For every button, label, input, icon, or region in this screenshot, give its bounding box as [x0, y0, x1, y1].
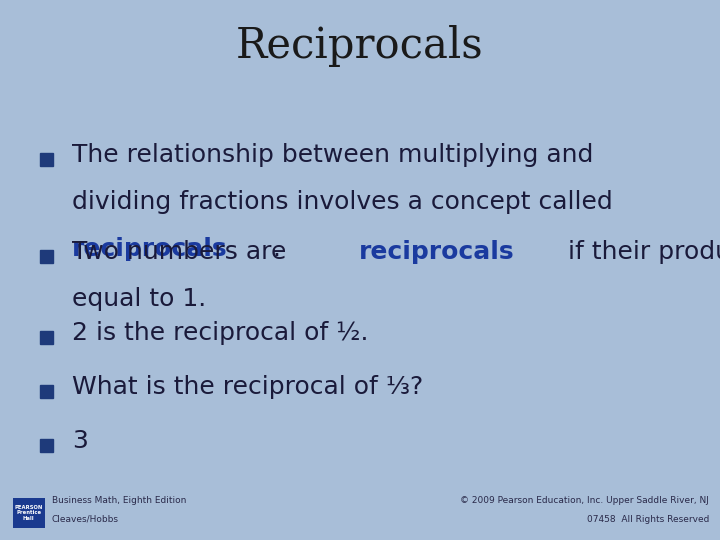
Text: © 2009 Pearson Education, Inc. Upper Saddle River, NJ: © 2009 Pearson Education, Inc. Upper Sad… — [460, 496, 709, 505]
Text: What is the reciprocal of ⅓?: What is the reciprocal of ⅓? — [72, 375, 423, 399]
Text: .: . — [273, 237, 281, 261]
Text: 3: 3 — [72, 429, 88, 453]
Text: Business Math, Eighth Edition: Business Math, Eighth Edition — [52, 496, 186, 505]
Bar — [40, 386, 53, 399]
Text: The relationship between multiplying and: The relationship between multiplying and — [72, 143, 593, 167]
Bar — [13, 498, 45, 528]
Text: 2 is the reciprocal of ½.: 2 is the reciprocal of ½. — [72, 321, 369, 345]
Text: Cleaves/Hobbs: Cleaves/Hobbs — [52, 515, 119, 524]
Text: dividing fractions involves a concept called: dividing fractions involves a concept ca… — [72, 190, 613, 214]
Text: Two numbers are: Two numbers are — [72, 240, 294, 264]
Text: Reciprocals: Reciprocals — [236, 25, 484, 67]
Text: PEARSON
Prentice
Hall: PEARSON Prentice Hall — [14, 505, 43, 521]
Bar — [40, 440, 53, 453]
Text: equal to 1.: equal to 1. — [72, 287, 206, 312]
Text: 07458  All Rights Reserved: 07458 All Rights Reserved — [587, 515, 709, 524]
Text: if their product is: if their product is — [559, 240, 720, 264]
Text: reciprocals: reciprocals — [72, 237, 228, 261]
Bar — [40, 251, 53, 264]
Bar — [40, 153, 53, 166]
Bar — [40, 332, 53, 345]
Text: reciprocals: reciprocals — [359, 240, 515, 264]
